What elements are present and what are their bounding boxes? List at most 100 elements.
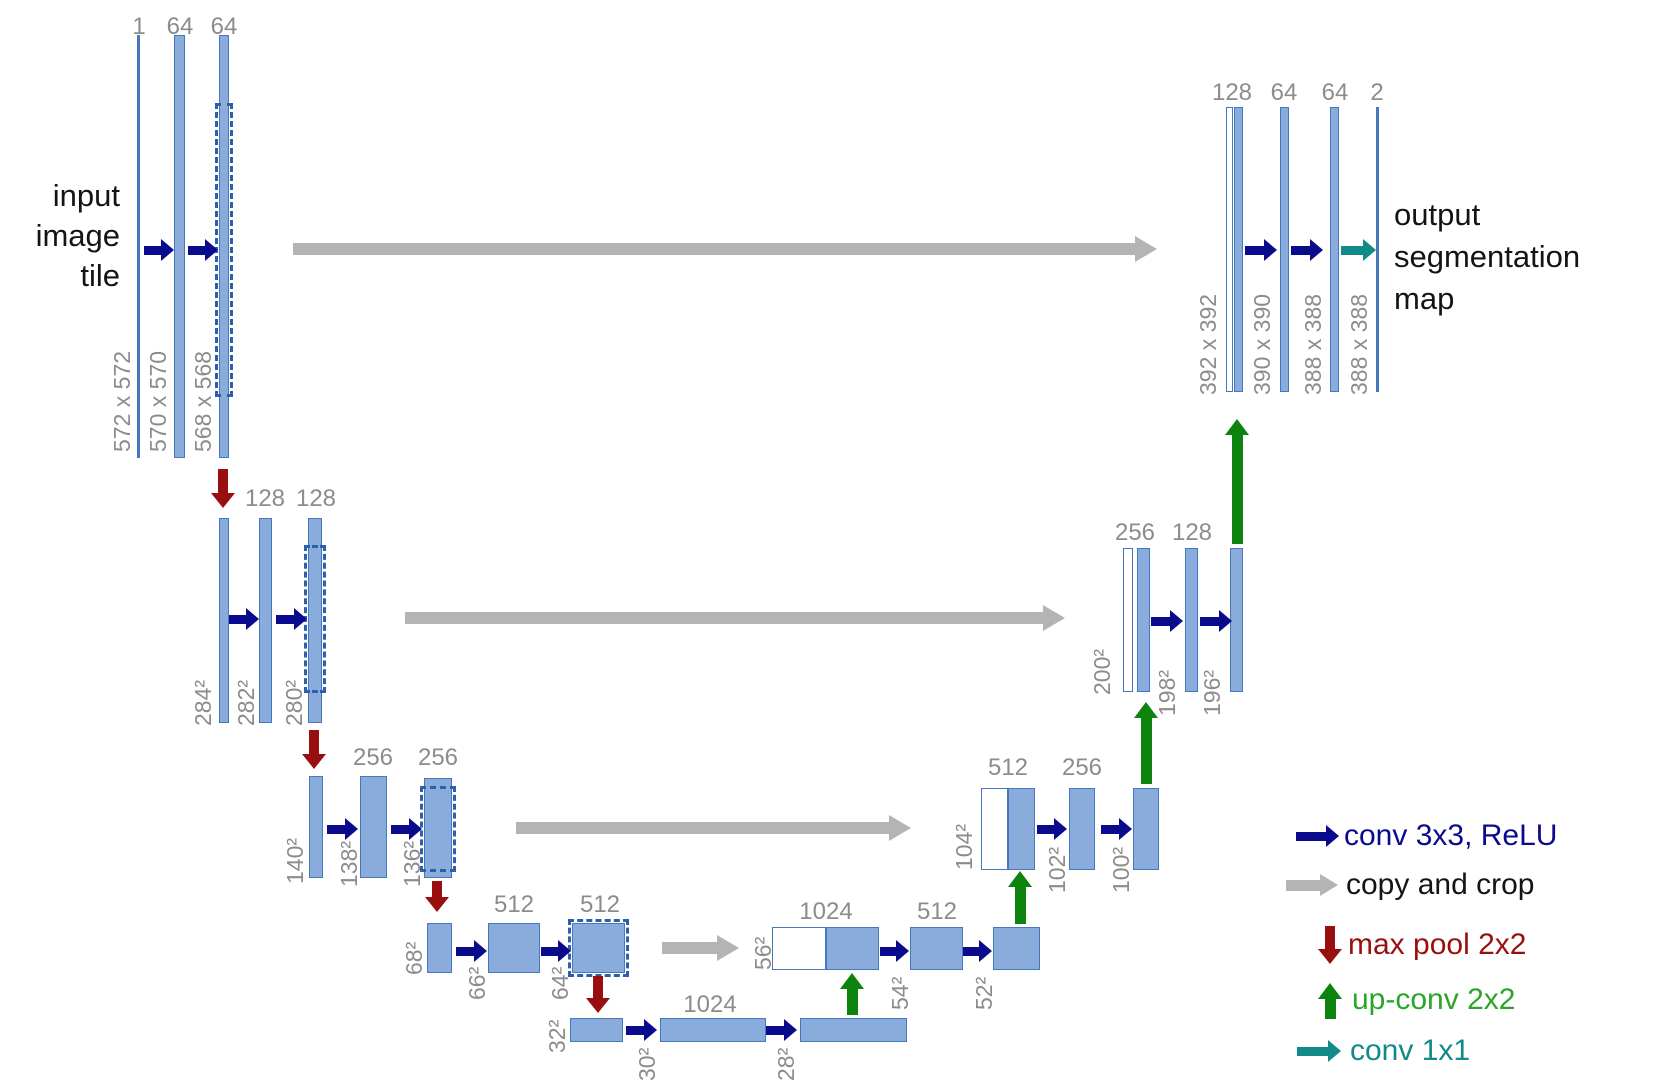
conv3x3-arrow-icon xyxy=(1219,610,1232,632)
feature-size-label: 196² xyxy=(1199,669,1225,716)
feature-size-label: 568 x 568 xyxy=(190,350,216,452)
legend-conv3x3-label: conv 3x3, ReLU xyxy=(1344,819,1558,852)
input-label-line: input xyxy=(52,178,120,213)
conv3x3-arrow-icon xyxy=(1245,245,1264,255)
max-pool-arrow-icon xyxy=(309,730,319,754)
conv1x1-arrow-icon xyxy=(1328,1040,1341,1062)
conv3x3-arrow-icon xyxy=(766,1025,784,1035)
feature-size-label: 140² xyxy=(282,837,308,884)
conv3x3-arrow-icon xyxy=(474,940,487,962)
feature-size-label: 28² xyxy=(773,1047,799,1081)
feature-size-label: 388 x 388 xyxy=(1300,293,1326,395)
feature-size-label: 570 x 570 xyxy=(145,350,171,452)
feature-size-label: 282² xyxy=(233,679,259,726)
enc4-box-512a xyxy=(488,923,540,973)
feature-size-label: 200² xyxy=(1089,648,1115,695)
copy-crop-arrow-icon xyxy=(405,612,1043,624)
legend-max-pool-label: max pool 2x2 xyxy=(1348,928,1527,961)
enc4-box-a xyxy=(427,923,452,973)
max-pool-arrow-icon xyxy=(218,469,228,493)
conv3x3-arrow-icon xyxy=(1170,610,1183,632)
out-copied-white xyxy=(1226,107,1233,392)
feature-size-label: 392 x 392 xyxy=(1195,293,1221,395)
conv3x3-arrow-icon xyxy=(1054,818,1067,840)
conv3x3-arrow-icon xyxy=(205,239,218,261)
max-pool-arrow-icon xyxy=(211,493,235,508)
up-conv-arrow-icon xyxy=(1014,887,1026,924)
channel-count-label: 1 xyxy=(132,13,146,40)
enc3-bar-256a xyxy=(360,776,387,878)
up-conv-arrow-icon xyxy=(1324,999,1336,1019)
feature-size-label: 64² xyxy=(547,966,573,1000)
feature-size-label: 54² xyxy=(887,976,913,1010)
output-label-line: segmentation xyxy=(1394,239,1581,274)
input-image-tile-label: input image tile xyxy=(18,176,120,296)
conv3x3-arrow-icon xyxy=(644,1019,657,1041)
conv3x3-arrow-icon xyxy=(327,824,345,834)
conv3x3-arrow-icon xyxy=(880,946,896,956)
channel-count-label: 256 xyxy=(417,744,459,771)
conv3x3-arrow-icon xyxy=(1264,239,1277,261)
channel-count-label: 256 xyxy=(352,744,394,771)
conv3x3-arrow-icon xyxy=(896,940,909,962)
input-bar-ch1 xyxy=(137,35,140,458)
copy-crop-arrow-icon xyxy=(889,815,911,841)
conv3x3-arrow-icon xyxy=(1200,616,1219,626)
dec2-copied-white xyxy=(1123,548,1133,692)
max-pool-arrow-icon xyxy=(1318,949,1342,964)
feature-size-label: 138² xyxy=(336,840,362,887)
channel-count-label: 128 xyxy=(295,485,337,512)
output-segmentation-map-label: output segmentation map xyxy=(1394,194,1654,320)
up-conv-arrow-icon xyxy=(846,989,858,1015)
conv3x3-arrow-icon xyxy=(1296,831,1326,841)
channel-count-label: 512 xyxy=(493,891,535,918)
input-label-line: tile xyxy=(80,258,120,293)
feature-size-label: 280² xyxy=(281,679,307,726)
channel-count-label: 128 xyxy=(1171,519,1213,546)
dec2-bar-128 xyxy=(1185,548,1198,692)
conv3x3-arrow-icon xyxy=(409,818,422,840)
max-pool-arrow-icon xyxy=(586,998,610,1013)
up-conv-arrow-icon xyxy=(1318,983,1342,999)
bottleneck-bar-a xyxy=(570,1018,623,1042)
enc2-bar-a xyxy=(219,518,229,723)
max-pool-arrow-icon xyxy=(432,881,442,897)
feature-size-label: 102² xyxy=(1044,846,1070,893)
dec4-bar-512 xyxy=(910,927,963,970)
conv3x3-arrow-icon xyxy=(626,1025,644,1035)
out-bar-64b xyxy=(1330,107,1339,392)
conv3x3-arrow-icon xyxy=(784,1019,797,1041)
conv3x3-arrow-icon xyxy=(276,614,294,624)
feature-size-label: 198² xyxy=(1154,669,1180,716)
enc3-bar-a xyxy=(309,776,323,878)
conv3x3-arrow-icon xyxy=(979,940,992,962)
out-upconv xyxy=(1234,107,1243,392)
conv3x3-arrow-icon xyxy=(456,946,474,956)
conv1x1-arrow-icon xyxy=(1363,239,1376,261)
conv3x3-arrow-icon xyxy=(1119,818,1132,840)
copy-crop-arrow-icon xyxy=(662,942,717,954)
max-pool-arrow-icon xyxy=(425,897,449,912)
copy-crop-arrow-icon xyxy=(293,243,1135,255)
feature-size-label: 388 x 388 xyxy=(1346,293,1372,395)
feature-size-label: 56² xyxy=(750,936,776,970)
dec3-bar-c xyxy=(1133,788,1159,870)
bottleneck-bar-1024 xyxy=(660,1018,766,1042)
copy-crop-arrow-icon xyxy=(1286,879,1320,891)
conv1x1-arrow-icon xyxy=(1297,1046,1328,1056)
channel-count-label: 256 xyxy=(1114,519,1156,546)
conv3x3-arrow-icon xyxy=(1037,824,1054,834)
channel-count-label: 256 xyxy=(1061,754,1103,781)
bottleneck-bar-b xyxy=(800,1018,907,1042)
conv3x3-arrow-icon xyxy=(345,818,358,840)
conv3x3-arrow-icon xyxy=(229,614,246,624)
dec3-bar-256 xyxy=(1069,788,1095,870)
conv3x3-arrow-icon xyxy=(246,608,259,630)
dec3-upconv xyxy=(1008,788,1035,870)
feature-size-label: 32² xyxy=(544,1019,570,1053)
dec4-bar-c xyxy=(993,927,1040,970)
channel-count-label: 64 xyxy=(1321,79,1349,106)
conv3x3-arrow-icon xyxy=(963,946,979,956)
up-conv-arrow-icon xyxy=(1008,871,1032,887)
enc1-bar-64a xyxy=(174,35,185,458)
